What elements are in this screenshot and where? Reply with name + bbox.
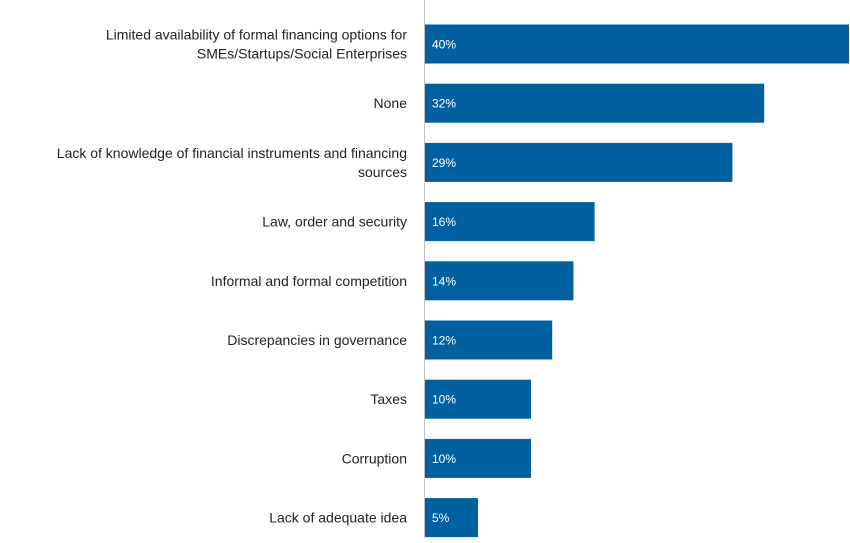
category-label: Informal and formal competition [211,273,407,289]
category-label: Taxes [370,391,407,407]
bar [425,202,595,242]
bar [425,498,478,538]
bar-value-label: 32% [432,97,456,111]
category-label: Limited availability of formal financing… [106,27,407,62]
category-label: Corruption [342,450,407,466]
category-label-line: Limited availability of formal financing… [106,27,407,43]
category-label-line: Taxes [370,391,407,407]
category-label-line: Informal and formal competition [211,273,407,289]
bar-value-label: 40% [432,38,456,52]
category-label: None [374,95,408,111]
category-label: Law, order and security [262,214,407,230]
bar-value-label: 5% [432,511,450,525]
bar [425,83,765,123]
category-label: Lack of adequate idea [269,510,407,526]
category-label: Discrepancies in governance [227,332,407,348]
bar-value-label: 10% [432,393,456,407]
bar-value-label: 10% [432,452,456,466]
bar-value-label: 14% [432,274,456,288]
bar-value-label: 16% [432,215,456,229]
bar-value-label: 12% [432,334,456,348]
bar [425,438,531,478]
bar [425,142,733,182]
bar [425,320,553,360]
bar [425,24,849,64]
bars-layer: 40% 32% 29% 16% 14% 12% 10% 10% 5% [425,24,849,538]
category-label-line: Corruption [342,450,407,466]
bar [425,261,574,301]
category-label-line: Lack of adequate idea [269,510,407,526]
category-label: Lack of knowledge of financial instrumen… [57,145,407,180]
category-labels-layer: Limited availability of formal financing… [57,27,408,526]
category-label-line: Law, order and security [262,214,407,230]
category-label-line: Discrepancies in governance [227,332,407,348]
category-label-line: SMEs/Startups/Social Enterprises [197,46,407,62]
bar [425,379,531,419]
category-label-line: sources [358,164,407,180]
bar-value-label: 29% [432,156,456,170]
category-label-line: Lack of knowledge of financial instrumen… [57,145,407,161]
category-label-line: None [374,95,408,111]
